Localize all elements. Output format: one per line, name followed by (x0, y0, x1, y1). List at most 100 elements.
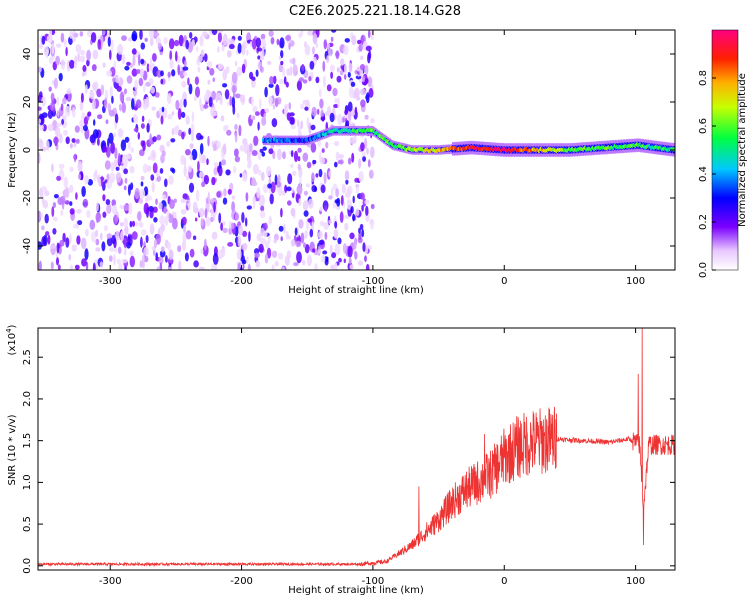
heatmap-cell (196, 46, 199, 52)
heatmap-cell (183, 222, 186, 234)
heatmap-cell (200, 49, 205, 58)
heatmap-cell (285, 35, 291, 41)
heatmap-cell (128, 37, 133, 42)
heatmap-cell (354, 87, 360, 98)
heatmap-cell (86, 59, 90, 67)
heatmap-cell (46, 140, 50, 151)
heatmap-cell (344, 222, 349, 231)
heatmap-cell (293, 262, 299, 267)
heatmap-cell (357, 39, 362, 45)
heatmap-cell (185, 230, 192, 240)
y-tick-label: -40 (22, 238, 33, 254)
heatmap-cell (73, 32, 79, 38)
heatmap-cell (220, 115, 225, 122)
heatmap-cell (134, 79, 139, 92)
heatmap-cell (276, 38, 280, 46)
heatmap-cell (304, 244, 310, 254)
heatmap-cell (85, 228, 89, 237)
heatmap-cell (185, 205, 189, 210)
heatmap-cell (60, 209, 64, 216)
heatmap-cell (120, 139, 127, 152)
heatmap-cell (82, 124, 88, 132)
heatmap-cell (62, 232, 66, 243)
heatmap-cell (208, 96, 213, 108)
heatmap-cell (212, 253, 219, 265)
heatmap-cell (173, 126, 179, 135)
heatmap-cell (238, 225, 244, 236)
heatmap-cell (124, 225, 129, 236)
heatmap-cell (222, 197, 228, 205)
snr-panel: -300 -200 -100 0 100 0.0 0.5 1.0 1.5 2.0 2.5 Heigh… (5, 324, 676, 596)
heatmap-cell (361, 35, 364, 46)
heatmap-cell (138, 221, 143, 227)
heatmap-cell (58, 163, 65, 169)
heatmap-cell (121, 35, 127, 41)
heatmap-cell (92, 262, 96, 270)
heatmap-cell (217, 249, 224, 259)
heatmap-cell (340, 64, 344, 70)
colorbar-axes: 0.0 0.2 0.4 0.6 0.8 (698, 70, 716, 278)
heatmap-cell (53, 194, 59, 199)
heatmap-cell (321, 148, 325, 153)
heatmap-cell (131, 220, 136, 227)
heatmap-cell (147, 156, 151, 161)
heatmap-cell (65, 237, 70, 248)
heatmap-cell (293, 150, 299, 163)
heatmap-cell (298, 219, 304, 229)
heatmap-cell (295, 240, 302, 248)
heatmap-cell (303, 190, 308, 196)
heatmap-cell (109, 86, 113, 99)
heatmap-cell (50, 261, 54, 270)
heatmap-cell (368, 169, 374, 179)
heatmap-cell (317, 108, 320, 115)
snr-multiplier: (x104) (5, 324, 18, 355)
y-tick-label: 1.5 (22, 433, 33, 449)
heatmap-cell (209, 68, 215, 76)
y-tick-label: 1.0 (22, 474, 33, 490)
heatmap-cell (60, 32, 65, 43)
heatmap-cell (140, 123, 145, 129)
heatmap-cells (38, 30, 675, 270)
heatmap-cell (89, 90, 95, 100)
heatmap-cell (74, 125, 80, 133)
heatmap-cell (150, 149, 157, 162)
heatmap-cell (75, 192, 78, 200)
heatmap-cell (331, 30, 337, 33)
heatmap-cell (337, 97, 340, 109)
heatmap-cell (89, 134, 96, 144)
heatmap-cell (185, 115, 190, 125)
heatmap-cell (41, 112, 48, 118)
heatmap-cell (117, 246, 122, 254)
heatmap-cell (258, 200, 262, 207)
heatmap-cell (141, 115, 145, 123)
heatmap-cell (61, 118, 64, 125)
heatmap-cell (102, 194, 106, 202)
heatmap-cell (48, 56, 54, 64)
heatmap-cell (307, 254, 312, 267)
heatmap-cell (223, 188, 227, 197)
heatmap-cell (180, 209, 185, 215)
heatmap-cell (298, 198, 302, 207)
heatmap-cell (124, 136, 130, 143)
heatmap-cell (63, 129, 68, 136)
heatmap-cell (360, 142, 365, 152)
heatmap-cell (185, 39, 189, 50)
heatmap-cell (311, 221, 315, 232)
heatmap-cell (222, 69, 228, 81)
heatmap-cell (170, 138, 176, 143)
heatmap-cell (301, 63, 305, 72)
heatmap-cell (131, 98, 135, 110)
heatmap-cell (221, 44, 225, 52)
heatmap-cell (337, 113, 343, 126)
heatmap-cell (195, 217, 198, 222)
heatmap-cell (370, 146, 375, 159)
y-tick-label: 0.5 (22, 516, 33, 532)
heatmap-cell (246, 49, 249, 56)
heatmap-cell (217, 30, 224, 33)
heatmap-cell (204, 53, 208, 62)
heatmap-cell (286, 68, 291, 76)
heatmap-cell (92, 49, 99, 60)
colorbar-tick-label: 0.8 (698, 70, 709, 86)
heatmap-cell (76, 235, 81, 245)
